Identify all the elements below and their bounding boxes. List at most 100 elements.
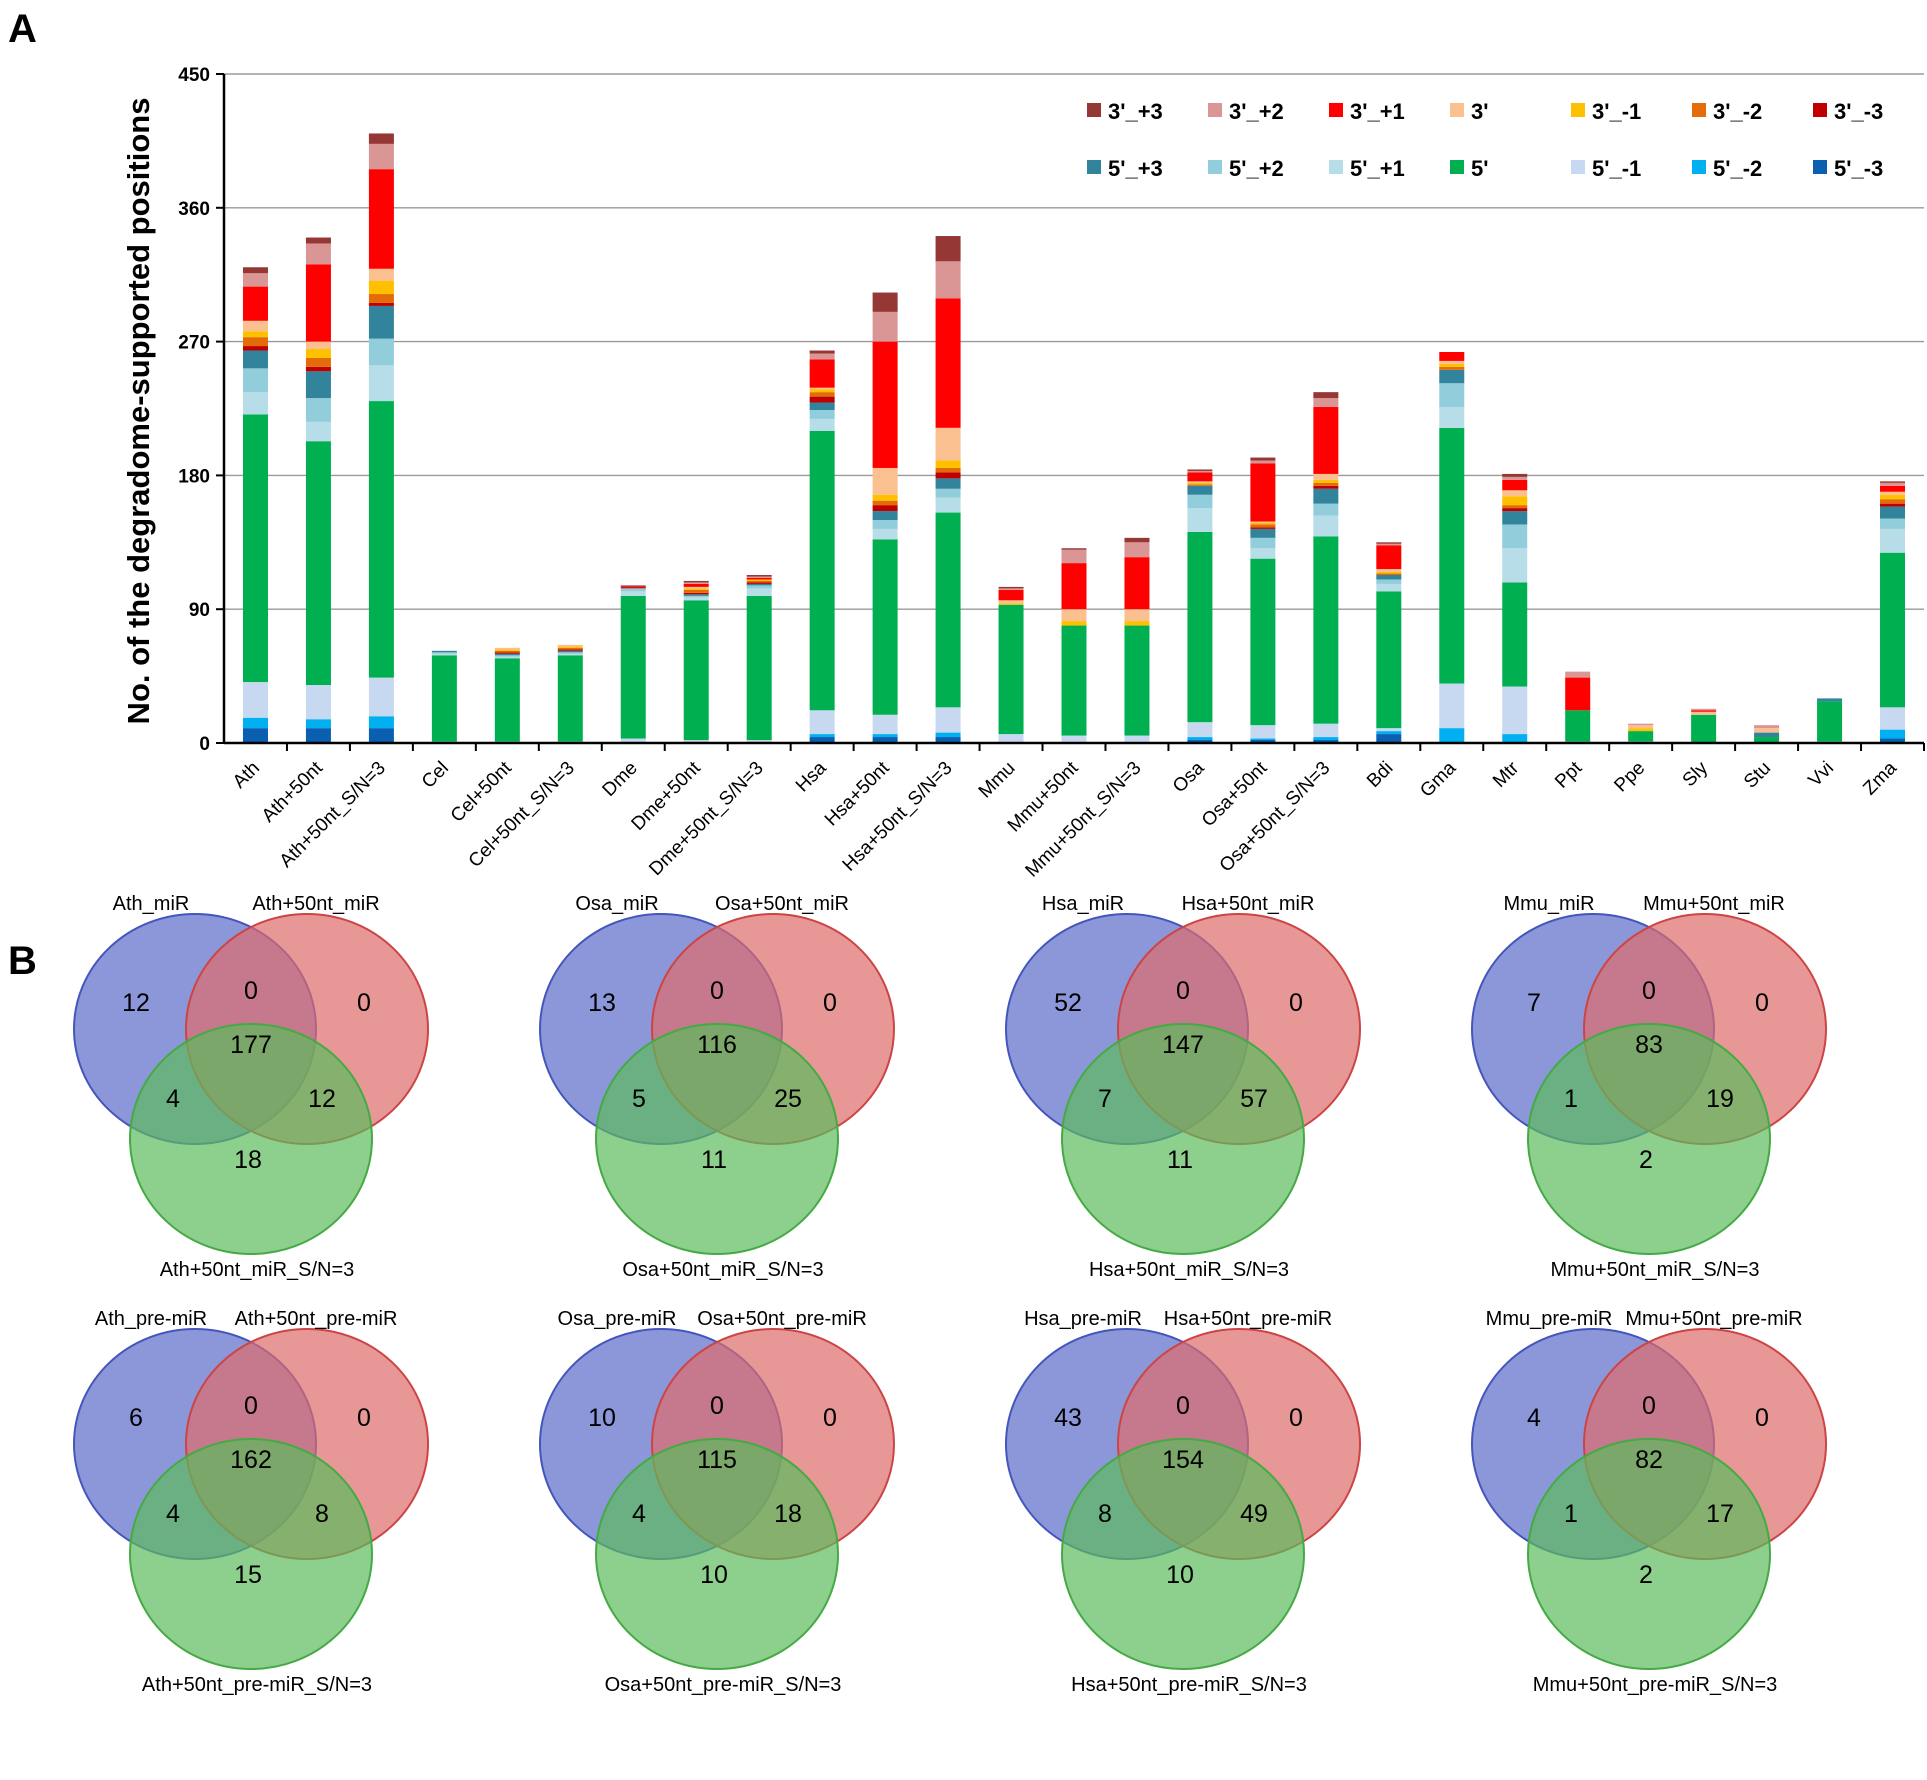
legend-swatch: [1571, 103, 1585, 117]
bar-segment: [683, 582, 709, 584]
venn-count-a: 4: [1527, 1404, 1541, 1432]
bar-segment: [998, 734, 1024, 743]
venn-count-ac: 7: [1098, 1085, 1112, 1113]
venn-set-c: [129, 1438, 373, 1670]
y-tick-label: 0: [199, 734, 210, 755]
x-tick-label: Mmu: [975, 758, 1020, 803]
bar-segment: [683, 586, 709, 589]
venn-count-b: 0: [357, 1404, 371, 1432]
bar-segment: [1313, 515, 1339, 537]
bar-segment: [935, 236, 961, 262]
venn-count-bc: 12: [308, 1085, 336, 1113]
bar-stack-Ath+50nt_S/N=3: [368, 133, 394, 743]
legend-item: 5'_+1: [1329, 156, 1405, 181]
legend-label: 3'_+1: [1350, 99, 1405, 124]
bar-segment: [1376, 731, 1402, 735]
x-tick-label: Ppe: [1610, 758, 1649, 797]
bar-segment: [305, 441, 331, 686]
legend-label: 3': [1471, 99, 1488, 124]
bar-segment: [1187, 481, 1213, 483]
legend-item: 5'_+2: [1208, 156, 1284, 181]
bar-segment: [1124, 557, 1150, 610]
bar-segment: [1880, 518, 1906, 529]
venn-count-abc: 115: [697, 1446, 737, 1474]
venn-label-b: Osa+50nt_miR: [715, 893, 849, 915]
venn-count-c: 2: [1639, 1146, 1653, 1174]
bar-segment: [1565, 671, 1591, 678]
bar-segment: [1313, 488, 1339, 504]
legend-label: 3'_+2: [1229, 99, 1284, 124]
venn-label-c: Ath+50nt_pre-miR_S/N=3: [142, 1674, 372, 1696]
venn-set-c: [1061, 1438, 1305, 1670]
bar-segment: [935, 472, 961, 479]
bar-segment: [1880, 494, 1906, 500]
legend-label: 5'_+1: [1350, 156, 1405, 181]
bar-stack-Osa+50nt_S/N=3: [1313, 392, 1339, 743]
bar-segment: [683, 597, 709, 601]
x-tick-label: Zma: [1859, 757, 1901, 799]
bar-stack-Osa: [1187, 469, 1213, 743]
bar-segment: [998, 586, 1024, 589]
venn-count-abc: 82: [1635, 1446, 1663, 1474]
bar-segment: [1502, 505, 1528, 509]
venn-count-b: 0: [1755, 989, 1769, 1017]
venn-count-a: 13: [588, 989, 616, 1017]
legend-label: 5'_+2: [1229, 156, 1284, 181]
venn-label-a: Osa_miR: [575, 893, 658, 915]
bar-segment: [305, 685, 331, 720]
legend-item: 3'_-2: [1692, 99, 1762, 124]
venn-count-ac: 4: [632, 1500, 646, 1528]
bar-segment: [1061, 625, 1087, 736]
bar-segment: [809, 430, 835, 711]
venn-count-ac: 1: [1564, 1500, 1578, 1528]
legend-swatch: [1692, 103, 1706, 117]
bar-segment: [746, 583, 772, 586]
bar-segment: [1880, 552, 1906, 708]
legend-item: 5'_-1: [1571, 156, 1641, 181]
bar-segment: [1817, 698, 1843, 702]
legend-swatch: [1692, 160, 1706, 174]
venn-label-a: Hsa_pre-miR: [1024, 1308, 1142, 1330]
bar-segment: [1376, 542, 1402, 544]
bar-segment: [242, 273, 268, 287]
venn-count-ac: 4: [166, 1085, 180, 1113]
bar-segment: [431, 655, 457, 742]
bar-segment: [935, 460, 961, 468]
bar-segment: [557, 647, 583, 650]
bar-stack-Ppt: [1565, 671, 1591, 743]
bar-segment: [1250, 463, 1276, 522]
bar-segment: [431, 652, 457, 654]
bar-segment: [1439, 363, 1465, 367]
legend: 3'_+3 3'_+2 3'_+1 3' 3'_-1 3'_-2 3'_-3 5'_+3 5'_…: [1087, 99, 1883, 181]
bar-segment: [872, 528, 898, 540]
bar-segment: [1754, 737, 1780, 743]
bar-segment: [1124, 621, 1150, 626]
y-tick-label: 360: [178, 199, 210, 220]
legend-item: 5'_-2: [1692, 156, 1762, 181]
bar-segment: [809, 409, 835, 419]
venn-count-a: 12: [122, 989, 150, 1017]
bar-segment: [872, 511, 898, 520]
venn-label-b: Ath+50nt_pre-miR: [235, 1308, 398, 1330]
bar-segment: [1187, 485, 1213, 495]
bar-segment: [1376, 543, 1402, 546]
bar-segment: [305, 719, 331, 729]
bar-segment: [494, 658, 520, 742]
bar-stack-Vvi: [1817, 698, 1843, 743]
bar-segment: [368, 677, 394, 717]
bar-segment: [1754, 732, 1780, 738]
bar-segment: [1439, 366, 1465, 370]
bar-stack-Cel+50nt_S/N=3: [557, 644, 583, 743]
bar-segment: [872, 341, 898, 468]
bar-segment: [368, 143, 394, 170]
bar-segment: [1880, 482, 1906, 486]
venn-count-abc: 147: [1162, 1031, 1204, 1059]
bar-segment: [1124, 735, 1150, 743]
bar-segment: [1061, 609, 1087, 622]
y-tick-label: 450: [178, 65, 210, 86]
x-tick-label: Hsa: [792, 757, 831, 796]
venn-count-c: 10: [700, 1561, 728, 1589]
legend-item: 5'_+3: [1087, 156, 1163, 181]
bar-segment: [1061, 621, 1087, 626]
venn-diagram-2: Osa_miR Osa+50nt_miR Osa+50nt_miR_S/N=3 13 0…: [539, 893, 895, 1281]
